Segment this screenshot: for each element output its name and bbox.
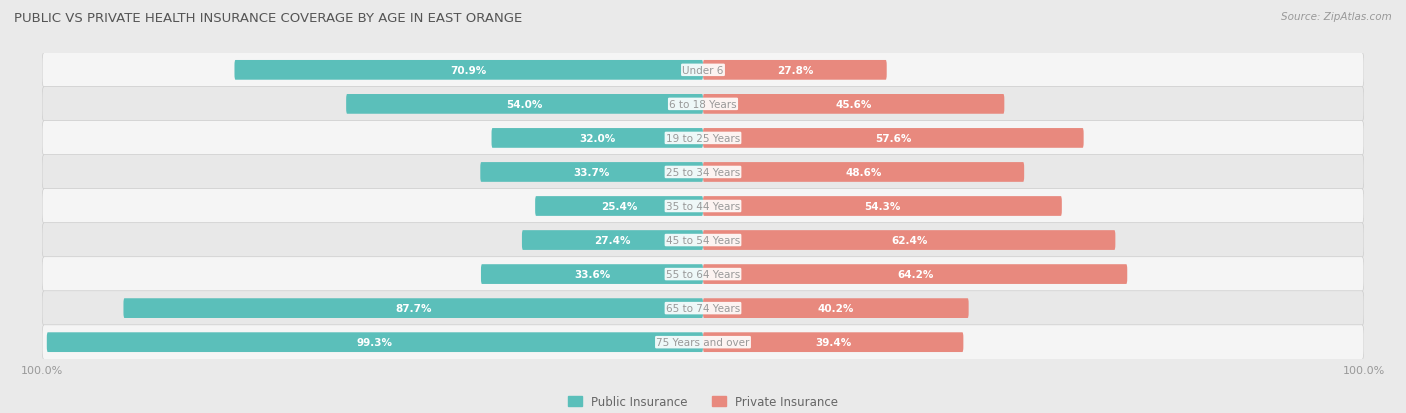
Text: 19 to 25 Years: 19 to 25 Years — [666, 133, 740, 144]
Text: 27.8%: 27.8% — [776, 66, 813, 76]
Text: 99.3%: 99.3% — [357, 337, 392, 347]
Text: 48.6%: 48.6% — [845, 168, 882, 178]
FancyBboxPatch shape — [703, 197, 1062, 216]
FancyBboxPatch shape — [703, 299, 969, 318]
FancyBboxPatch shape — [42, 121, 1364, 156]
Text: 64.2%: 64.2% — [897, 269, 934, 280]
FancyBboxPatch shape — [124, 299, 703, 318]
Text: 32.0%: 32.0% — [579, 133, 616, 144]
FancyBboxPatch shape — [522, 230, 703, 250]
FancyBboxPatch shape — [703, 95, 1004, 114]
FancyBboxPatch shape — [536, 197, 703, 216]
FancyBboxPatch shape — [703, 332, 963, 352]
FancyBboxPatch shape — [703, 163, 1024, 183]
FancyBboxPatch shape — [42, 87, 1364, 122]
FancyBboxPatch shape — [42, 189, 1364, 224]
FancyBboxPatch shape — [42, 325, 1364, 360]
Text: 39.4%: 39.4% — [815, 337, 851, 347]
Text: Source: ZipAtlas.com: Source: ZipAtlas.com — [1281, 12, 1392, 22]
Text: 27.4%: 27.4% — [595, 235, 631, 245]
Text: 25 to 34 Years: 25 to 34 Years — [666, 168, 740, 178]
FancyBboxPatch shape — [235, 61, 703, 81]
FancyBboxPatch shape — [481, 265, 703, 284]
Text: 65 to 74 Years: 65 to 74 Years — [666, 304, 740, 313]
Text: 75 Years and over: 75 Years and over — [657, 337, 749, 347]
Text: Under 6: Under 6 — [682, 66, 724, 76]
Text: 54.3%: 54.3% — [865, 202, 901, 211]
FancyBboxPatch shape — [481, 163, 703, 183]
Text: 45 to 54 Years: 45 to 54 Years — [666, 235, 740, 245]
FancyBboxPatch shape — [46, 332, 703, 352]
Text: 35 to 44 Years: 35 to 44 Years — [666, 202, 740, 211]
Text: 33.7%: 33.7% — [574, 168, 610, 178]
Text: 62.4%: 62.4% — [891, 235, 928, 245]
Text: 33.6%: 33.6% — [574, 269, 610, 280]
FancyBboxPatch shape — [346, 95, 703, 114]
Text: 40.2%: 40.2% — [818, 304, 853, 313]
FancyBboxPatch shape — [42, 223, 1364, 258]
Text: 87.7%: 87.7% — [395, 304, 432, 313]
FancyBboxPatch shape — [42, 257, 1364, 292]
FancyBboxPatch shape — [42, 53, 1364, 88]
FancyBboxPatch shape — [492, 129, 703, 148]
FancyBboxPatch shape — [703, 129, 1084, 148]
Text: 45.6%: 45.6% — [835, 100, 872, 109]
FancyBboxPatch shape — [703, 230, 1115, 250]
Legend: Public Insurance, Private Insurance: Public Insurance, Private Insurance — [568, 396, 838, 408]
Text: 25.4%: 25.4% — [600, 202, 637, 211]
Text: 57.6%: 57.6% — [875, 133, 911, 144]
Text: 55 to 64 Years: 55 to 64 Years — [666, 269, 740, 280]
FancyBboxPatch shape — [42, 155, 1364, 190]
Text: 54.0%: 54.0% — [506, 100, 543, 109]
FancyBboxPatch shape — [703, 61, 887, 81]
Text: 6 to 18 Years: 6 to 18 Years — [669, 100, 737, 109]
Text: PUBLIC VS PRIVATE HEALTH INSURANCE COVERAGE BY AGE IN EAST ORANGE: PUBLIC VS PRIVATE HEALTH INSURANCE COVER… — [14, 12, 522, 25]
Text: 70.9%: 70.9% — [450, 66, 486, 76]
FancyBboxPatch shape — [42, 291, 1364, 326]
FancyBboxPatch shape — [703, 265, 1128, 284]
